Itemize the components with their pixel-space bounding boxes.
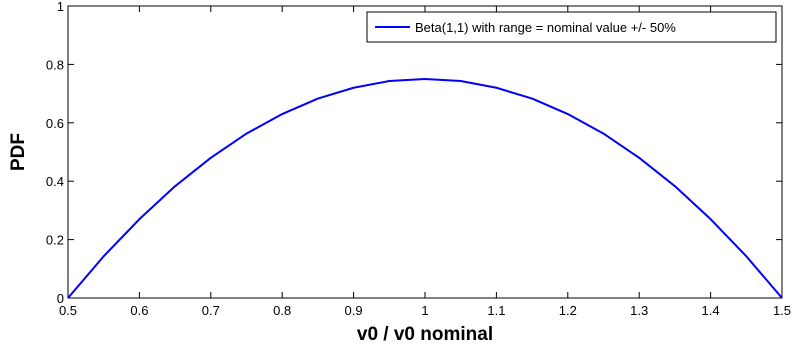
y-tick-label: 0 bbox=[57, 291, 64, 306]
x-tick-label: 0.8 bbox=[273, 303, 291, 318]
legend-box bbox=[366, 11, 777, 43]
x-tick-label: 1.1 bbox=[487, 303, 505, 318]
y-tick-label: 0.2 bbox=[46, 233, 64, 248]
x-tick-label: 0.7 bbox=[202, 303, 220, 318]
y-tick-labels: 0 0.2 0.4 0.6 0.8 1 bbox=[46, 0, 64, 306]
x-tick-label: 0.9 bbox=[345, 303, 363, 318]
x-tick-label: 1.4 bbox=[702, 303, 720, 318]
y-tick-label: 0.6 bbox=[46, 116, 64, 131]
x-axis-label: v0 / v0 nominal bbox=[357, 324, 493, 345]
axis-ticks bbox=[67, 5, 783, 299]
y-tick-label: 1 bbox=[57, 0, 64, 14]
plot-area bbox=[67, 5, 783, 299]
x-tick-label: 0.5 bbox=[59, 303, 77, 318]
series-line bbox=[67, 78, 783, 299]
x-tick-label: 1.3 bbox=[630, 303, 648, 318]
y-tick-label: 0.4 bbox=[46, 174, 64, 189]
y-axis-label: PDF bbox=[8, 133, 29, 171]
x-tick-label: 1.2 bbox=[559, 303, 577, 318]
legend-entry-text: Beta(1,1) with range = nominal value +/-… bbox=[415, 20, 676, 35]
legend: Beta(1,1) with range = nominal value +/-… bbox=[366, 11, 777, 43]
x-tick-label: 0.6 bbox=[130, 303, 148, 318]
x-tick-label: 1 bbox=[421, 303, 428, 318]
x-tick-labels: 0.5 0.6 0.7 0.8 0.9 1 1.1 1.2 1.3 1.4 1.5 bbox=[59, 303, 791, 318]
y-tick-label: 0.8 bbox=[46, 57, 64, 72]
series-layer bbox=[67, 78, 783, 299]
x-tick-label: 1.5 bbox=[773, 303, 791, 318]
